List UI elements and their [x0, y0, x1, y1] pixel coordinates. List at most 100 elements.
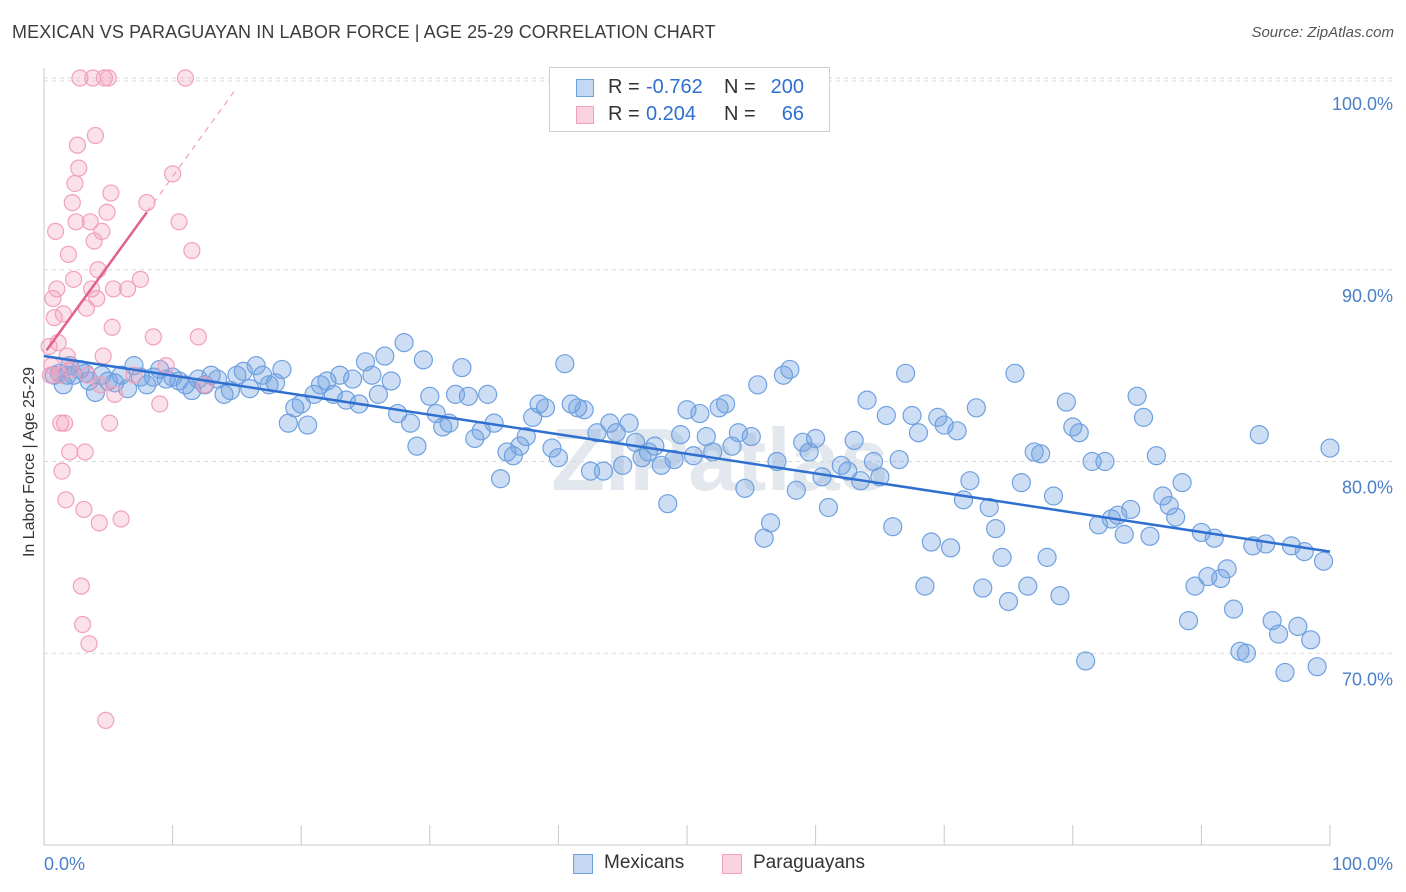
paraguayans-points — [40, 69, 214, 729]
paraguayans-point — [106, 385, 124, 403]
mexicans-point — [928, 407, 948, 427]
paraguayans-point — [66, 174, 84, 193]
mexicans-point — [838, 461, 858, 481]
mexicans-point — [1056, 392, 1076, 412]
mexicans-point — [690, 403, 710, 424]
paraguayans-point — [46, 222, 65, 240]
r-label: R = — [608, 103, 640, 125]
mexicans-point — [741, 426, 761, 447]
mexicans-point — [362, 365, 382, 385]
mexicans-point — [516, 426, 536, 447]
mexicans-point — [375, 346, 395, 366]
mexicans-point — [1223, 599, 1244, 619]
paraguayans-point — [76, 443, 94, 461]
paraguayans-point — [97, 711, 115, 729]
paraguayans-point — [79, 366, 97, 384]
paraguayans-point — [80, 635, 98, 653]
mexicans-point — [1288, 616, 1308, 637]
paraguayans-point — [54, 305, 72, 323]
mexicans-point — [760, 513, 781, 533]
mexicans-point — [1217, 559, 1237, 579]
mexicans-point — [844, 430, 864, 451]
paraguayans-point — [176, 69, 195, 87]
mexicans-point — [1114, 524, 1134, 544]
mexicans-point — [889, 449, 909, 470]
mexicans-point — [1146, 446, 1166, 466]
mexicans-point — [1127, 386, 1147, 406]
mexicans-point — [1018, 576, 1038, 596]
mexicans-point — [947, 421, 967, 441]
mexicans-point — [272, 359, 292, 380]
mexicans-point — [793, 432, 813, 452]
mexicans-point — [1268, 624, 1289, 644]
mexicans-point — [1076, 651, 1096, 671]
paraguayans-point — [151, 395, 169, 413]
paraguayans-point — [144, 328, 162, 346]
mexicans-point — [1050, 586, 1070, 606]
mexicans-point — [413, 350, 433, 370]
paraguayans-point — [70, 159, 88, 177]
paraguayans-point — [102, 184, 120, 202]
mexicans-point — [1133, 407, 1154, 427]
chart-title: MEXICAN VS PARAGUAYAN IN LABOR FORCE | A… — [12, 22, 716, 42]
paraguayans-point — [62, 360, 80, 379]
mexicans-point — [1301, 630, 1321, 650]
paraguayans-point — [61, 443, 79, 461]
mexicans-point — [658, 494, 678, 514]
paraguayans-legend-label: Paraguayans — [753, 852, 865, 873]
mexicans-point — [490, 469, 511, 489]
mexicans-point — [465, 428, 485, 449]
n-value: 66 — [781, 103, 804, 125]
mexicans-point — [921, 532, 941, 552]
mexicans-point — [606, 423, 626, 443]
y-tick-labels: 70.0% 80.0% 90.0% 100.0% — [1332, 94, 1393, 689]
trend-lines — [43, 87, 1331, 553]
paraguayans-point — [86, 126, 105, 145]
mexicans-point — [1043, 486, 1064, 506]
mexicans-point — [535, 398, 556, 418]
paraguayans-point — [48, 280, 66, 298]
mexicans-point — [298, 415, 318, 435]
paraguayans-point — [93, 222, 111, 240]
mexicans-point — [246, 356, 266, 376]
paraguayans-point — [67, 213, 85, 231]
mexicans-point — [645, 436, 665, 456]
axes — [43, 68, 1331, 846]
mexicans-point — [600, 413, 620, 433]
paraguayans-point — [81, 213, 99, 231]
mexicans-point — [664, 449, 684, 470]
mexicans-point — [458, 386, 478, 406]
mexicans-point — [908, 423, 929, 443]
legend-row-mexicans: R = -0.762 N = 200 — [550, 74, 829, 100]
mexicans-point — [998, 591, 1019, 612]
mexicans-point — [1178, 611, 1199, 631]
mexicans-point — [876, 405, 896, 426]
paraguayans-point — [164, 165, 182, 183]
paraguayans-trend-extrapolation — [146, 87, 238, 213]
mexicans-point — [735, 478, 755, 498]
mexicans-point — [587, 423, 607, 443]
mexicans-point — [137, 375, 157, 395]
y-tick-label: 90.0% — [1342, 286, 1393, 306]
mexicans-point — [1121, 499, 1141, 520]
mexicans-point — [1320, 438, 1340, 458]
paraguayans-point — [131, 270, 150, 288]
mexicans-point — [574, 400, 594, 420]
mexicans-point — [593, 461, 614, 481]
r-value: 0.204 — [646, 103, 697, 125]
mexicans-point — [818, 497, 839, 518]
mexicans-trend-line — [43, 354, 1331, 553]
mexicans-point — [1011, 472, 1031, 493]
mexicans-point — [966, 398, 986, 418]
mexicans-point — [1185, 576, 1205, 596]
y-tick-label: 70.0% — [1342, 669, 1393, 689]
paraguayans-point — [90, 514, 108, 532]
correlation-legend: R = -0.762 N = 200 R = 0.204 N = 66 — [549, 67, 830, 132]
paraguayans-point — [45, 309, 63, 327]
paraguayans-point — [112, 510, 130, 528]
mexicans-swatch — [576, 79, 594, 97]
paraguayans-point — [59, 245, 78, 264]
x-tick-label: 100.0% — [1332, 854, 1393, 874]
paraguayans-point — [103, 318, 121, 336]
paraguayans-point — [170, 213, 188, 231]
